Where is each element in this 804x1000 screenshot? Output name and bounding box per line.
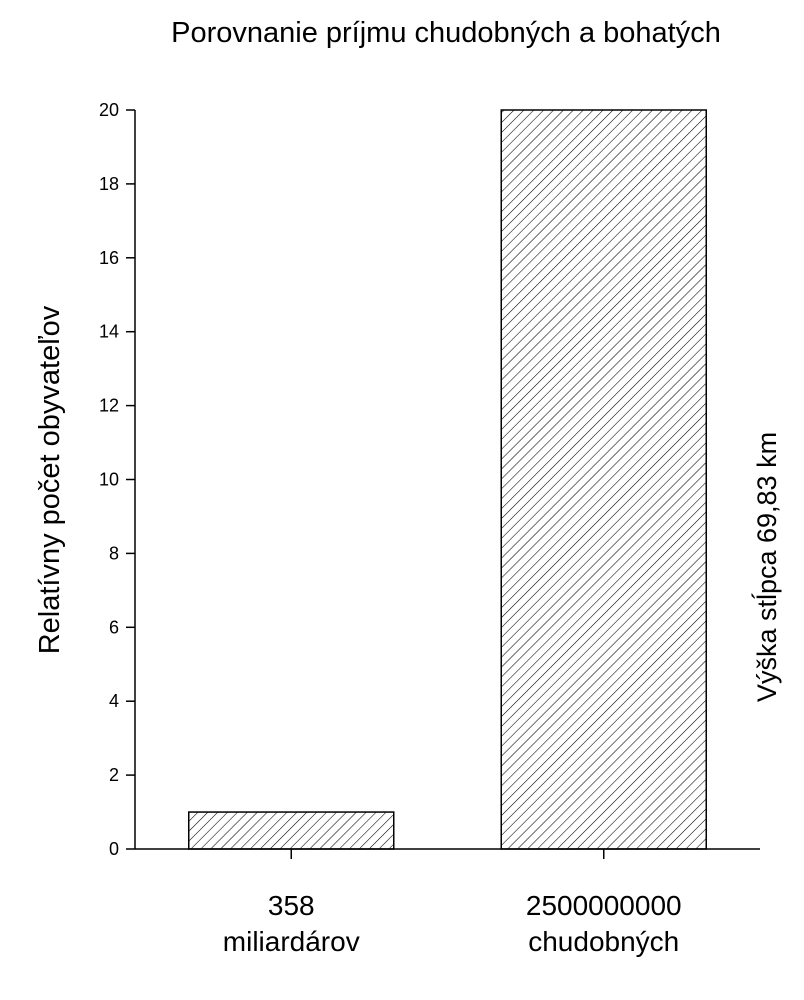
x-tick-label-line2: miliardárov: [223, 926, 360, 957]
bar: [188, 811, 395, 850]
bars: [188, 109, 707, 850]
y-tick-label: 6: [109, 617, 119, 637]
y-tick-label: 4: [109, 691, 119, 711]
bar: [500, 109, 707, 850]
y-tick-label: 10: [99, 470, 119, 490]
x-axis-ticks: [290, 849, 605, 859]
x-tick-label-line1: 2500000000: [526, 890, 682, 921]
y-tick-label: 12: [99, 396, 119, 416]
y-axis-ticks: 0 2 4 6 8 10 12 14 16 18 20: [99, 100, 135, 859]
y-tick-label: 16: [99, 248, 119, 268]
chart-title: Porovnanie príjmu chudobných a bohatých: [171, 17, 721, 49]
y-axis-label: Relatívny počet obyvateľov: [34, 305, 66, 654]
y-tick-label: 2: [109, 765, 119, 785]
y-tick-label: 18: [99, 174, 119, 194]
y-tick-label: 20: [99, 100, 119, 120]
y-tick-label: 0: [109, 839, 119, 859]
y-tick-label: 8: [109, 543, 119, 563]
x-tick-label-line2: chudobných: [528, 926, 679, 957]
bar-height-annotation: Výška stĺpca 69,83 km: [751, 432, 782, 702]
x-axis-labels: 358 miliardárov 2500000000 chudobných: [223, 890, 682, 957]
x-tick-label-line1: 358: [268, 890, 315, 921]
y-tick-label: 14: [99, 322, 119, 342]
